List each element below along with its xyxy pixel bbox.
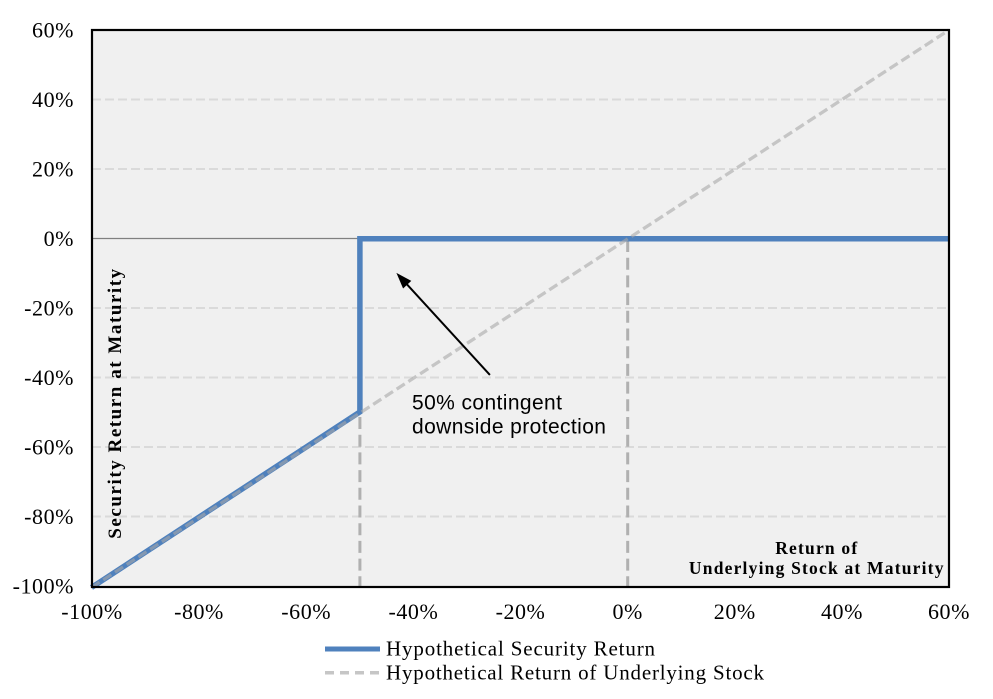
svg-text:downside protection: downside protection: [412, 415, 606, 438]
svg-text:-60%: -60%: [24, 435, 74, 460]
svg-text:-80%: -80%: [174, 599, 224, 624]
svg-text:0%: 0%: [612, 599, 642, 624]
svg-text:-80%: -80%: [24, 504, 74, 529]
svg-text:-40%: -40%: [24, 365, 74, 390]
svg-text:40%: 40%: [821, 599, 863, 624]
svg-text:Hypothetical Security Return: Hypothetical Security Return: [386, 637, 656, 661]
svg-text:40%: 40%: [32, 87, 74, 112]
svg-text:50% contingent: 50% contingent: [412, 392, 562, 415]
svg-text:Return of: Return of: [775, 538, 858, 558]
svg-text:0%: 0%: [44, 226, 74, 251]
svg-text:-60%: -60%: [281, 599, 331, 624]
svg-text:Security Return at Maturity: Security Return at Maturity: [105, 267, 126, 538]
svg-text:-40%: -40%: [388, 599, 438, 624]
svg-text:60%: 60%: [32, 18, 74, 43]
svg-text:60%: 60%: [928, 599, 970, 624]
svg-text:20%: 20%: [32, 157, 74, 182]
svg-text:Underlying Stock at Maturity: Underlying Stock at Maturity: [689, 558, 945, 578]
svg-text:-20%: -20%: [24, 296, 74, 321]
svg-text:-20%: -20%: [496, 599, 546, 624]
svg-text:Hypothetical Return of Underly: Hypothetical Return of Underlying Stock: [386, 661, 765, 685]
svg-text:-100%: -100%: [13, 574, 74, 599]
svg-text:-100%: -100%: [61, 599, 122, 624]
svg-text:20%: 20%: [714, 599, 756, 624]
